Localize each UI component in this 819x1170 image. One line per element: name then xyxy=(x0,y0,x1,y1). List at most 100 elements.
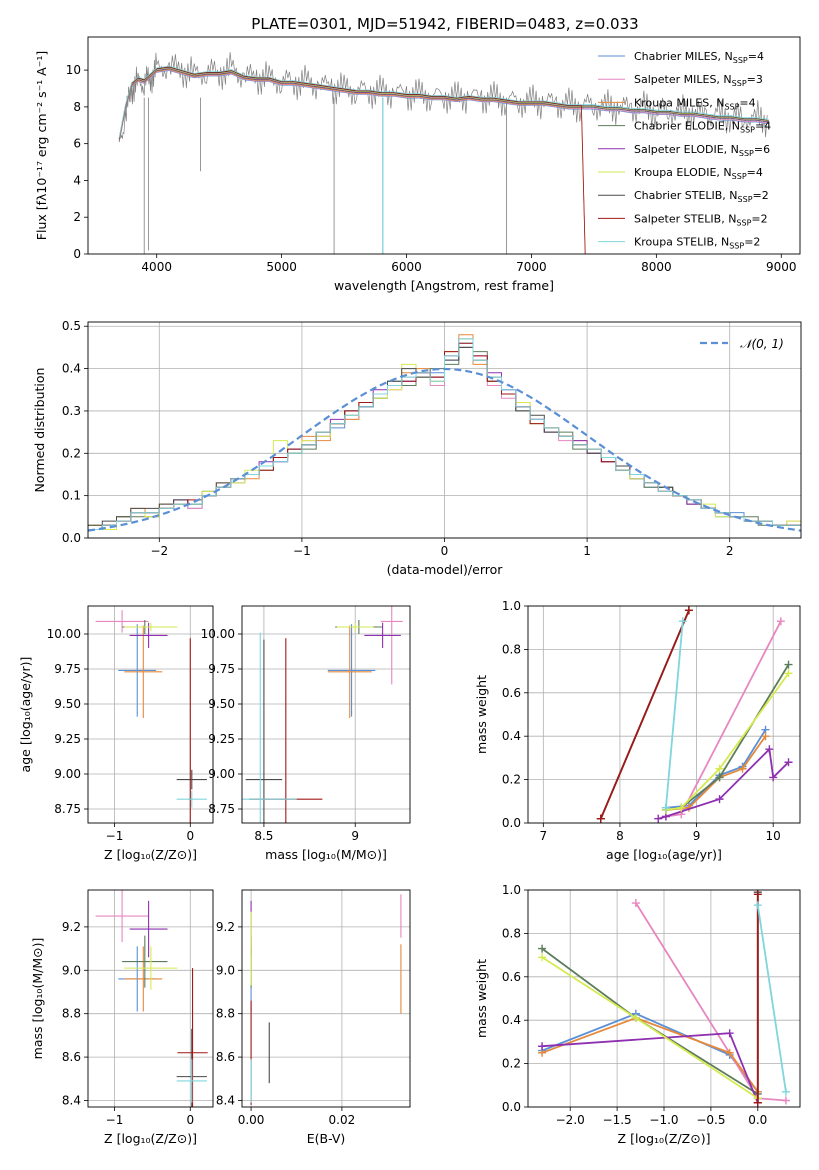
weight-marker xyxy=(661,803,670,812)
x-tick-label: 8.5 xyxy=(254,829,273,843)
x-tick-label: 8000 xyxy=(641,260,672,274)
legend-entry: Chabrier STELIB, NSSP=2 xyxy=(634,189,769,204)
plot-area-weight_vs_Z xyxy=(538,890,790,1107)
y-tick-label: 2 xyxy=(73,210,81,224)
weight-marker xyxy=(538,953,547,962)
weight-marker xyxy=(784,758,793,767)
plot-area-mass_vs_Z xyxy=(95,890,208,1107)
axes-weight_vs_Z: −2.0 −1.5 −1.0 −0.5 0.0 0.0 0.2 0.4 0.6 0.8 1.0 Z [… xyxy=(474,883,801,1146)
y-axis-label: Normed distribution xyxy=(32,368,47,493)
weight-marker xyxy=(725,1048,734,1057)
y-tick-label: 1.0 xyxy=(502,883,521,897)
weight-marker xyxy=(753,890,762,899)
x-tick-label: −1 xyxy=(106,829,124,843)
axes-frame xyxy=(527,605,801,824)
weight-marker xyxy=(654,814,663,823)
y-tick-label: 8.8 xyxy=(216,1007,235,1021)
weight-marker xyxy=(753,901,762,910)
y-axis-label: Flux [fλ10⁻¹⁷ erg cm⁻² s⁻¹ A⁻¹] xyxy=(34,51,49,240)
spectrum-model-line xyxy=(118,70,769,143)
x-tick-label: −1.0 xyxy=(649,1113,678,1127)
y-tick-label: 0.0 xyxy=(502,1100,521,1114)
plot-area-age_vs_Z xyxy=(95,610,207,823)
x-axis-label: Z [log₁₀(Z/Z⊙)] xyxy=(104,847,197,862)
legend-entry: Salpeter ELODIE, NSSP=6 xyxy=(634,143,770,158)
weight-marker xyxy=(678,617,687,626)
y-tick-label: 10 xyxy=(66,63,81,77)
x-tick-label: 0.0 xyxy=(748,1113,767,1127)
weight-line xyxy=(665,672,790,811)
x-axis-label: Z [log₁₀(Z/Z⊙)] xyxy=(104,1131,197,1146)
y-tick-label: 9.50 xyxy=(54,697,81,711)
y-tick-label: 0.2 xyxy=(502,773,521,787)
y-tick-label: 0.2 xyxy=(502,1057,521,1071)
x-tick-label: −2.0 xyxy=(556,1113,585,1127)
x-axis-label: E(B-V) xyxy=(307,1131,346,1146)
x-tick-label: −1.5 xyxy=(603,1113,632,1127)
spectrum-legend: Chabrier MILES, NSSP=4 Salpeter MILES, NS… xyxy=(598,50,771,251)
weight-marker xyxy=(631,899,640,908)
y-tick-label: 0 xyxy=(73,247,81,261)
y-axis-label: age [log₁₀(age/yr)] xyxy=(18,657,33,773)
weight-marker xyxy=(538,1042,547,1051)
axes-frame xyxy=(241,889,411,1108)
y-tick-label: 0.1 xyxy=(62,489,81,503)
y-tick-label: 8 xyxy=(73,100,81,114)
y-tick-label: 8.8 xyxy=(62,1007,81,1021)
x-axis-label: Z [log₁₀(Z/Z⊙)] xyxy=(618,1131,711,1146)
y-tick-label: 10.00 xyxy=(47,627,81,641)
weight-marker xyxy=(761,732,770,741)
axes-mass_vs_Z: −1 0 8.4 8.6 8.8 9.0 9.2 Z [log₁₀(Z/Z⊙)] mass [l… xyxy=(30,889,214,1146)
axes-frame xyxy=(87,605,214,824)
weight-marker xyxy=(769,773,778,782)
weight-line xyxy=(541,1017,759,1093)
spectrum-model-line xyxy=(118,67,769,140)
legend-entry: Kroupa ELODIE, NSSP=4 xyxy=(634,166,763,181)
y-axis-label: mass weight xyxy=(474,675,489,754)
x-tick-label: 5000 xyxy=(266,260,297,274)
histogram-series xyxy=(88,338,801,538)
spectrum-model-line xyxy=(118,67,769,141)
legend-entry: Chabrier ELODIE, NSSP=4 xyxy=(634,120,771,135)
y-tick-label: 9.00 xyxy=(54,767,81,781)
y-tick-label: 8.6 xyxy=(216,1050,235,1064)
x-tick-label: 9 xyxy=(351,829,359,843)
y-tick-label: 1.0 xyxy=(502,599,521,613)
x-tick-label: 0.00 xyxy=(238,1113,265,1127)
plot-area-weight_vs_age xyxy=(596,606,793,823)
weight-marker xyxy=(753,1098,762,1107)
y-tick-label: 0.2 xyxy=(62,446,81,460)
normal-curve xyxy=(88,367,801,532)
x-axis-label: (data-model)/error xyxy=(387,562,504,577)
figure-title: PLATE=0301, MJD=51942, FIBERID=0483, z=0… xyxy=(251,15,638,33)
y-tick-label: 0.6 xyxy=(502,970,521,984)
plot-area-residuals xyxy=(88,334,801,538)
y-tick-label: 9.2 xyxy=(216,920,235,934)
legend-entry: Salpeter STELIB, NSSP=2 xyxy=(634,212,768,227)
x-tick-label: 0 xyxy=(186,1113,194,1127)
x-tick-label: 1 xyxy=(583,544,591,558)
x-tick-label: 0.02 xyxy=(329,1113,356,1127)
plot-area-mass_vs_EBV xyxy=(250,894,402,1105)
axes-residuals: −2 −1 0 1 2 0.0 0.1 0.2 0.3 0.4 0.5 (data-model)/er… xyxy=(32,319,802,577)
x-tick-label: 10 xyxy=(766,829,781,843)
weight-line xyxy=(599,609,690,820)
weight-marker xyxy=(596,814,605,823)
y-tick-label: 0.4 xyxy=(502,729,521,743)
y-tick-label: 9.75 xyxy=(54,662,81,676)
weight-marker xyxy=(738,764,747,773)
x-tick-label: 7000 xyxy=(516,260,547,274)
axes-spectrum: 4000 5000 6000 7000 8000 9000 0 2 4 6 8 10 wavelengt… xyxy=(34,36,801,293)
y-axis-label: mass [log₁₀(M/M⊙)] xyxy=(30,938,45,1060)
y-tick-label: 0.6 xyxy=(502,686,521,700)
axes-age_vs_mass: 8.5 9 8.75 9.00 9.25 9.50 9.75 10.00 mass [log₁₀… xyxy=(201,605,411,862)
legend-entry: Chabrier MILES, NSSP=4 xyxy=(634,50,764,65)
spectrum-model-line xyxy=(118,66,769,139)
plot-area-age_vs_mass xyxy=(242,606,403,823)
x-axis-label: mass [log₁₀(M/M⊙)] xyxy=(265,847,387,862)
y-tick-label: 9.0 xyxy=(216,963,235,977)
axes-frame xyxy=(241,605,411,824)
y-tick-label: 0.8 xyxy=(502,926,521,940)
y-tick-label: 0.0 xyxy=(62,531,81,545)
